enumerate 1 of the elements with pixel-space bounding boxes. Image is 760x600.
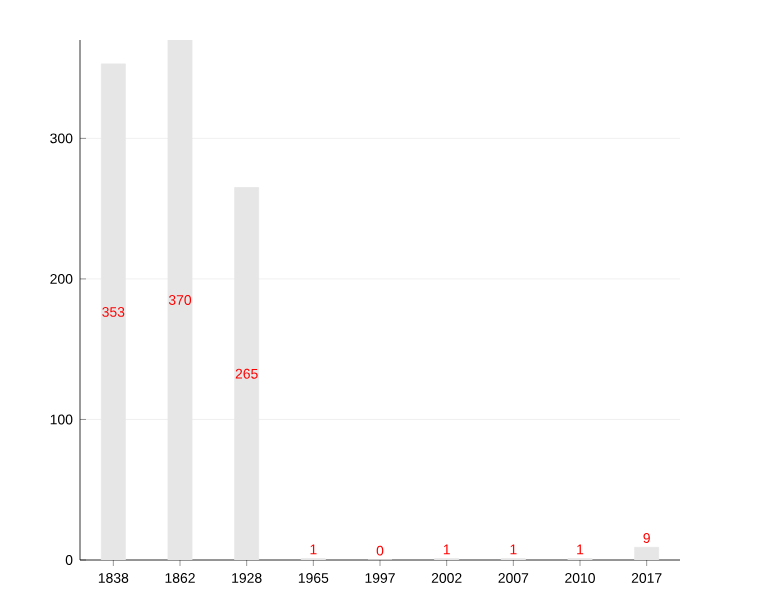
bar — [634, 546, 660, 560]
